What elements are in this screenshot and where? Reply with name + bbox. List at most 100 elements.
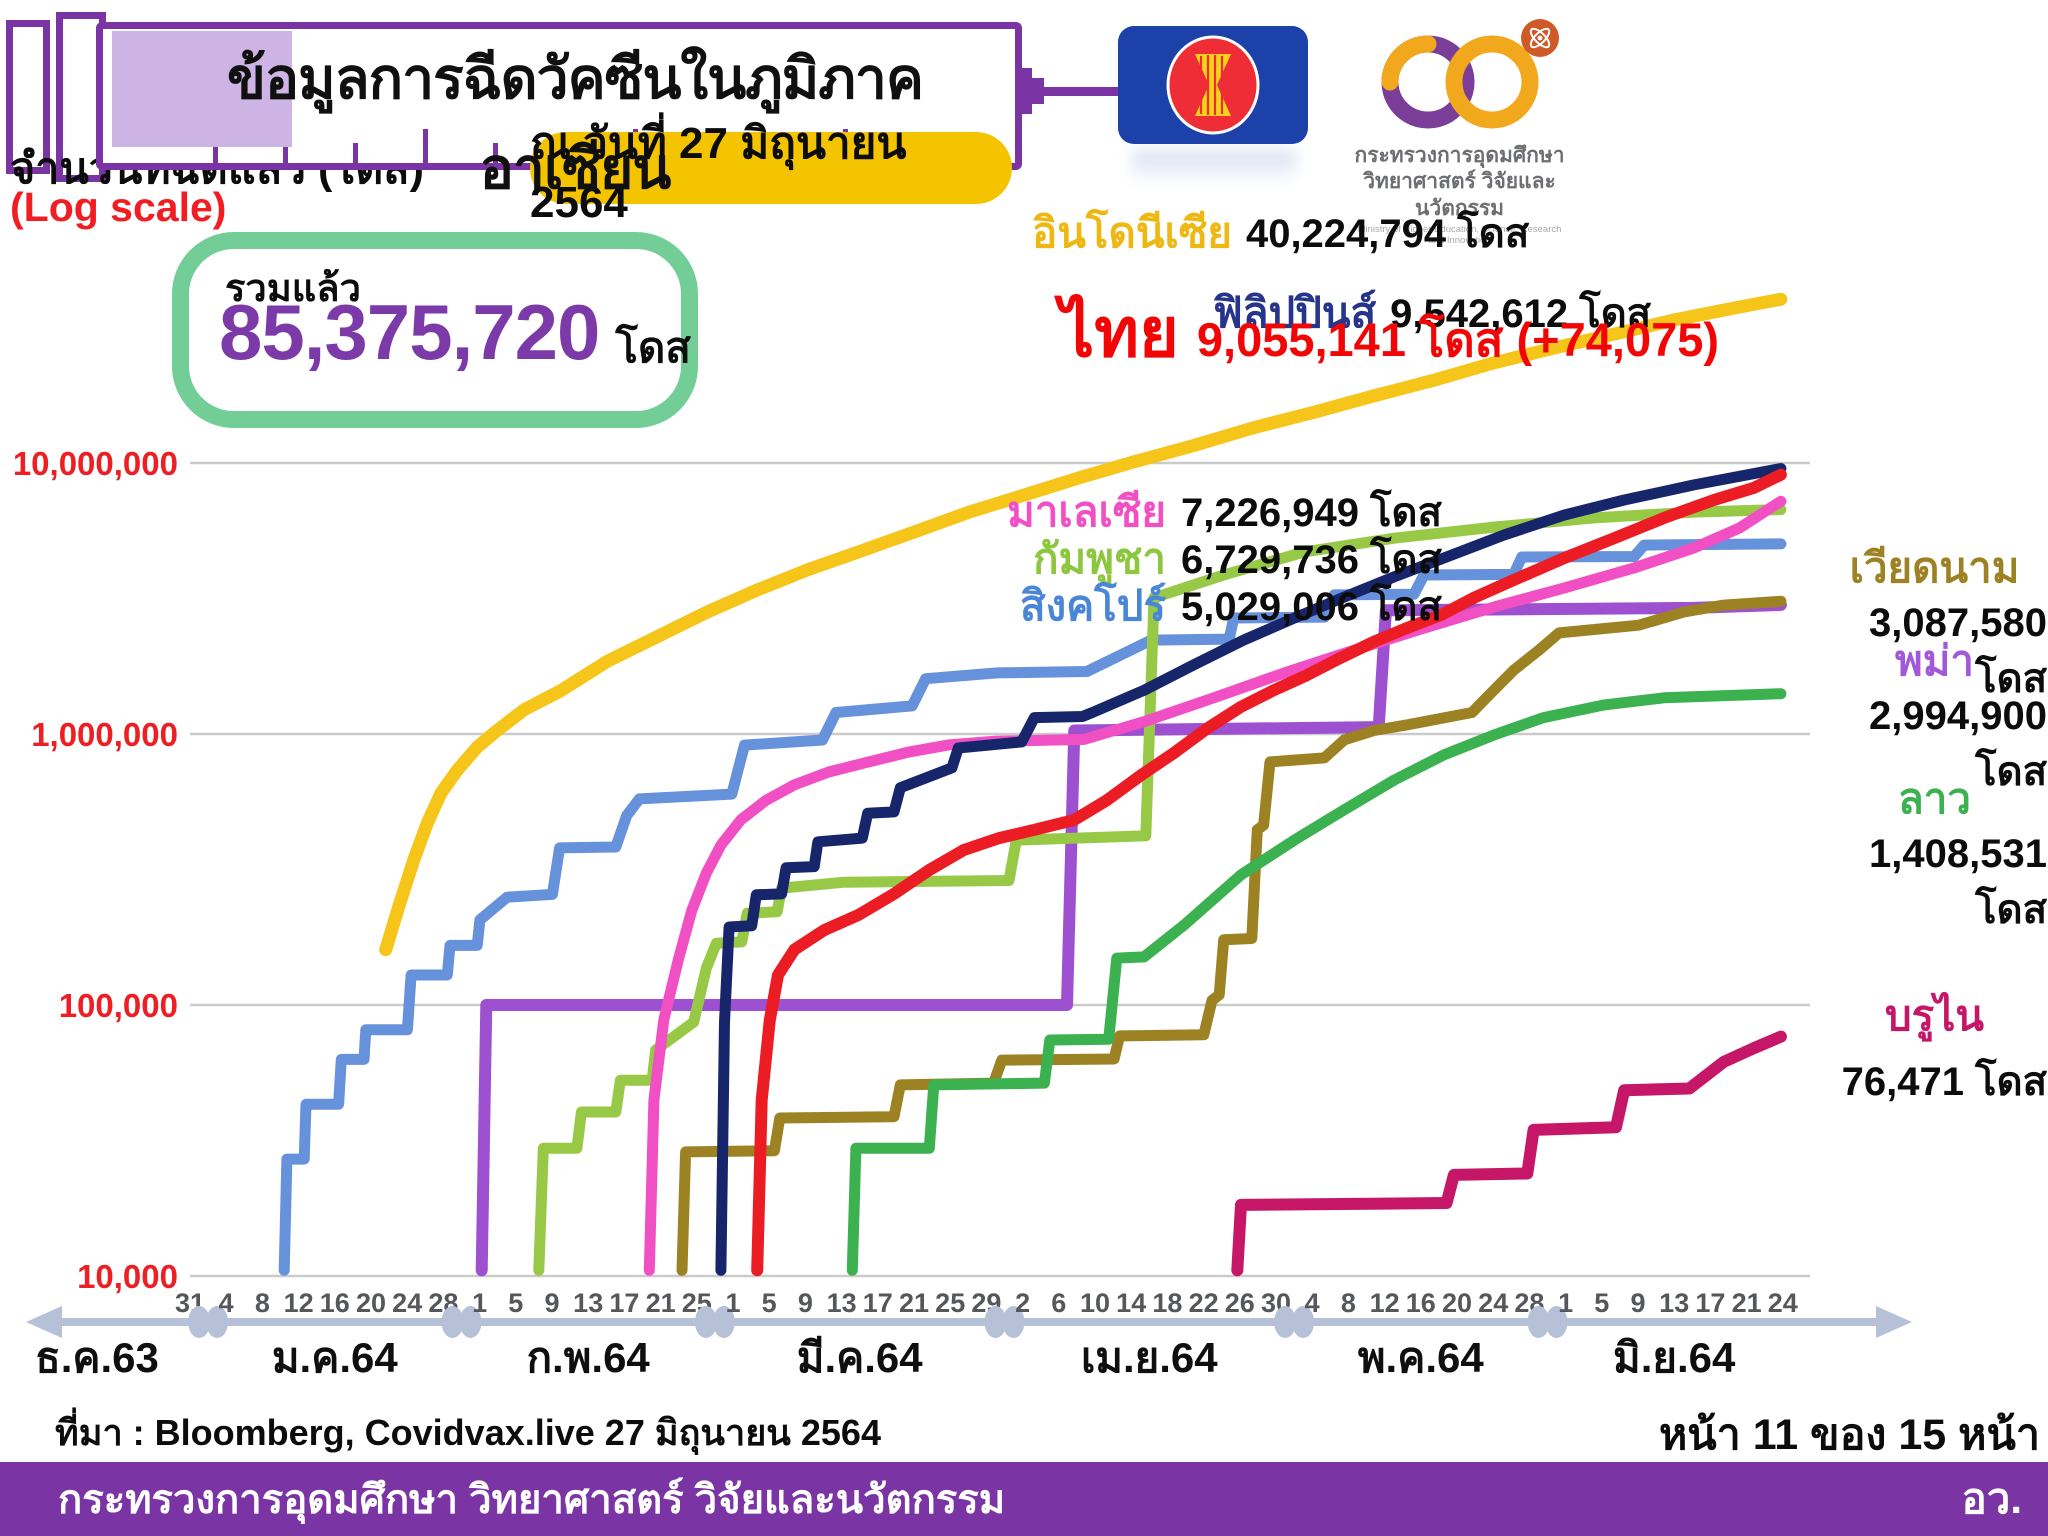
series-line-cambodia (533, 504, 1787, 1276)
syringe-scale-tick (353, 143, 358, 163)
series-line-indonesia (379, 292, 1788, 957)
x-day-label: 16 (320, 1288, 350, 1318)
mhesi-name-line1: กระทรวงการอุดมศึกษา (1354, 144, 1565, 167)
x-day-label: 20 (356, 1288, 386, 1318)
x-day-label: 5 (1594, 1288, 1609, 1318)
x-day-label: 21 (1732, 1288, 1762, 1318)
x-month-label: พ.ค.64 (1358, 1334, 1484, 1381)
total-doses-box: รวมแล้ว 85,375,720 โดส (172, 232, 698, 428)
month-boundary-dot (206, 1306, 229, 1338)
total-label: รวมแล้ว (225, 268, 361, 310)
x-month-label: ธ.ค.63 (35, 1334, 159, 1381)
x-day-label: 16 (1406, 1288, 1436, 1318)
atom-icon (1521, 19, 1559, 57)
x-day-label: 9 (798, 1288, 813, 1318)
y-tick-label: 10,000,000 (13, 445, 178, 482)
x-day-label: 12 (284, 1288, 314, 1318)
x-month-label: มิ.ย.64 (1613, 1334, 1736, 1381)
syringe-nozzle-tip (1032, 78, 1044, 104)
annotation-indonesia: อินโดนีเซีย 40,224,794 โดส (1032, 200, 1529, 266)
y-axis-scale-note: (Log scale) (10, 184, 227, 230)
country-value-laos: 1,408,531 โดส (1869, 832, 2047, 932)
y-tick-label: 1,000,000 (31, 716, 178, 753)
syringe-scale-tick (423, 129, 428, 163)
x-month-label: เม.ย.64 (1081, 1334, 1218, 1381)
country-value-vietnam: 3,087,580 โดส (1869, 601, 2047, 701)
country-value-indonesia: 40,224,794 โดส (1245, 212, 1530, 256)
x-day-label: 18 (1152, 1288, 1182, 1318)
x-day-label: 22 (1189, 1288, 1219, 1318)
x-day-label: 4 (1305, 1288, 1320, 1318)
country-name-philippines: ฟิลิปปินส์ (1213, 289, 1377, 336)
month-boundary-dot (441, 1306, 464, 1338)
y-tick-label: 10,000 (77, 1258, 178, 1295)
x-day-label: 24 (392, 1288, 422, 1318)
x-day-label: 1 (1558, 1288, 1573, 1318)
x-month-label: มี.ค.64 (797, 1334, 923, 1381)
country-value-malaysia: 7,226,949 โดส (1181, 491, 1442, 535)
x-day-label: 17 (863, 1288, 893, 1318)
x-month-label: ม.ค.64 (272, 1334, 398, 1381)
annotation-singapore: สิงคโปร์ 5,029,006 โดส (948, 573, 1442, 629)
country-name-indonesia: อินโดนีเซีย (1032, 209, 1232, 256)
x-day-label: 24 (1768, 1288, 1798, 1318)
country-value-thailand: 9,055,141 โดส (+74,075) (1196, 313, 1720, 366)
annotation-laos: ลาว 1,408,531 โดส (1822, 766, 2047, 941)
country-value-singapore: 5,029,006 โดส (1181, 585, 1442, 629)
country-value-brunei: 76,471 โดส (1841, 1060, 2047, 1104)
month-boundary-dot (1527, 1306, 1550, 1338)
annotation-brunei: บรูไน 76,471 โดส (1822, 983, 2047, 1113)
country-name-thailand: ไทย (1060, 295, 1179, 371)
footer-abbr: อว. (1961, 1475, 2022, 1522)
country-value-myanmar: 2,994,900 โดส (1869, 694, 2047, 794)
x-axis-arrow-right (1876, 1306, 1912, 1338)
asean-logo-reflection (1132, 150, 1296, 184)
total-unit: โดส (615, 323, 691, 371)
series-line-myanmar (475, 598, 1787, 1277)
series-line-laos (846, 688, 1787, 1276)
series-line-vietnam (676, 595, 1787, 1276)
x-day-label: 13 (1659, 1288, 1689, 1318)
country-name-myanmar: พม่า (1895, 637, 1974, 684)
annotation-cambodia: กัมพูชา 6,729,736 โดส (948, 526, 1442, 582)
country-name-laos: ลาว (1898, 775, 1971, 822)
country-name-vietnam: เวียดนาม (1849, 544, 2020, 591)
month-boundary-dot (188, 1306, 211, 1338)
month-boundary-dot (694, 1306, 717, 1338)
asean-logo (1118, 26, 1308, 144)
x-day-label: 17 (1695, 1288, 1725, 1318)
month-boundary-dot (1274, 1306, 1297, 1338)
country-name-cambodia: กัมพูชา (1033, 535, 1166, 582)
country-value-cambodia: 6,729,736 โดส (1181, 538, 1442, 582)
month-boundary-dot (459, 1306, 482, 1338)
asean-emblem (1166, 35, 1260, 135)
x-day-label: 14 (1116, 1288, 1146, 1318)
syringe-needle (1044, 87, 1120, 96)
x-day-label: 2 (1015, 1288, 1030, 1318)
series-line-thailand (751, 468, 1787, 1277)
annotation-philippines: ฟิลิปปินส์ 9,542,612 โดส (1213, 280, 1651, 346)
x-day-label: 12 (1370, 1288, 1400, 1318)
annotation-myanmar: พม่า 2,994,900 โดส (1822, 628, 2047, 803)
y-tick-label: 100,000 (59, 987, 178, 1024)
x-day-label: 24 (1478, 1288, 1508, 1318)
month-boundary-dot (984, 1306, 1007, 1338)
x-day-label: 21 (646, 1288, 676, 1318)
annotation-thailand: ไทย 9,055,141 โดส (+74,075) (1060, 295, 1720, 377)
annotation-vietnam: เวียดนาม 3,087,580 โดส (1822, 535, 2047, 710)
country-name-malaysia: มาเลเซีย (1007, 488, 1166, 535)
x-day-label: 6 (1051, 1288, 1066, 1318)
month-boundary-dot (1545, 1306, 1568, 1338)
x-day-label: 8 (1341, 1288, 1356, 1318)
footer-ministry: กระทรวงการอุดมศึกษา วิทยาศาสตร์ วิจัยและ… (58, 1478, 1006, 1522)
x-day-label: 5 (508, 1288, 523, 1318)
x-day-label: 25 (935, 1288, 965, 1318)
month-boundary-dot (1292, 1306, 1315, 1338)
syringe-scale-tick (493, 143, 498, 163)
syringe-fill (112, 31, 292, 147)
x-day-label: 21 (899, 1288, 929, 1318)
x-day-label: 4 (219, 1288, 234, 1318)
x-day-label: 17 (609, 1288, 639, 1318)
x-day-label: 13 (573, 1288, 603, 1318)
